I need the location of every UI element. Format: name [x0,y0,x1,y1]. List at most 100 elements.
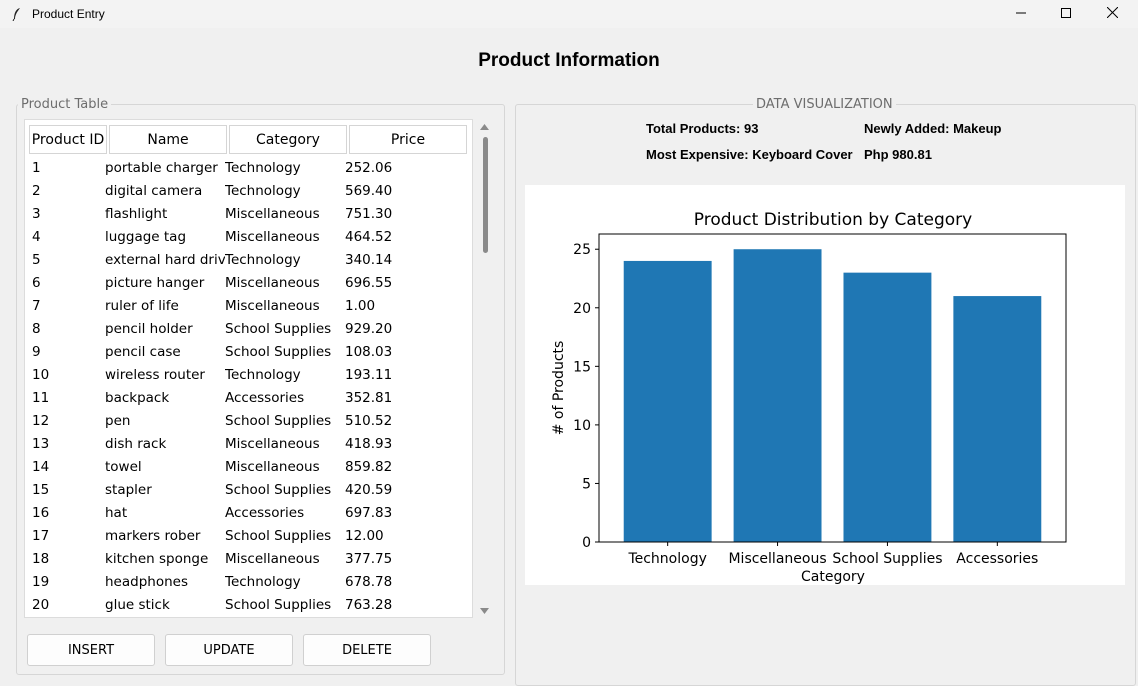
cell-name: markers rober [105,527,201,544]
column-header-product-id[interactable]: Product ID [29,125,107,154]
chart-title: Product Distribution by Category [694,210,972,230]
cell-product-id: 3 [32,205,41,222]
close-button[interactable] [1089,0,1135,28]
data-visualization-frame: DATA VISUALIZATION Total Products: 93 Ne… [515,97,1136,686]
cell-price: 859.82 [345,458,393,475]
cell-price: 193.11 [345,366,393,383]
cell-name: luggage tag [105,228,187,245]
table-row[interactable]: 17 markers rober School Supplies 12.00 [25,524,472,547]
minimize-button[interactable] [998,0,1044,28]
cell-name: digital camera [105,182,203,199]
insert-button[interactable]: INSERT [27,634,155,666]
cell-product-id: 18 [32,550,50,567]
table-row[interactable]: 19 headphones Technology 678.78 [25,570,472,593]
cell-product-id: 13 [32,435,50,452]
table-row[interactable]: 14 towel Miscellaneous 859.82 [25,455,472,478]
cell-name: picture hanger [105,274,205,291]
cell-name: kitchen sponge [105,550,209,567]
cell-category: Accessories [225,504,305,521]
cell-name: pencil holder [105,320,193,337]
cell-price: 678.78 [345,573,393,590]
cell-name: pen [105,412,131,429]
column-header-name[interactable]: Name [109,125,227,154]
cell-category: Miscellaneous [225,274,320,291]
scroll-up-arrow-icon[interactable] [479,121,490,132]
cell-price: 377.75 [345,550,393,567]
scrollbar-thumb[interactable] [483,137,488,253]
table-row[interactable]: 20 glue stick School Supplies 763.28 [25,593,472,616]
y-tick-label: 15 [573,359,591,375]
cell-category: Miscellaneous [225,435,320,452]
cell-name: wireless router [105,366,205,383]
table-row[interactable]: 1 portable charger Technology 252.06 [25,156,472,179]
cell-category: Technology [225,573,301,590]
page-title: Product Information [478,50,660,71]
cell-price: 12.00 [345,527,384,544]
x-tick-label: Technology [627,551,706,567]
table-row[interactable]: 15 stapler School Supplies 420.59 [25,478,472,501]
table-row[interactable]: 7 ruler of life Miscellaneous 1.00 [25,294,472,317]
table-row[interactable]: 9 pencil case School Supplies 108.03 [25,340,472,363]
table-row[interactable]: 12 pen School Supplies 510.52 [25,409,472,432]
cell-name: towel [105,458,142,475]
cell-name: dish rack [105,435,167,452]
column-header-category[interactable]: Category [229,125,347,154]
cell-product-id: 9 [32,343,41,360]
maximize-icon [1061,7,1071,22]
most-expensive-price: Php 980.81 [864,147,932,162]
delete-button[interactable]: DELETE [303,634,431,666]
table-row[interactable]: 4 luggage tag Miscellaneous 464.52 [25,225,472,248]
table-row[interactable]: 8 pencil holder School Supplies 929.20 [25,317,472,340]
column-header-price[interactable]: Price [349,125,467,154]
table-row[interactable]: 2 digital camera Technology 569.40 [25,179,472,202]
cell-price: 510.52 [345,412,393,429]
window-client: Product Information Product Table Produc… [1,28,1137,686]
cell-price: 352.81 [345,389,393,406]
cell-product-id: 20 [32,596,50,613]
cell-category: Miscellaneous [225,205,320,222]
cell-category: Accessories [225,389,305,406]
total-products-label: Total Products: 93 [646,121,759,136]
feather-icon [10,7,24,21]
table-row[interactable]: 3 flashlight Miscellaneous 751.30 [25,202,472,225]
scroll-down-arrow-icon[interactable] [479,605,490,616]
y-tick-label: 5 [582,476,591,492]
table-row[interactable]: 5 external hard drive Technology 340.14 [25,248,472,271]
cell-name: hat [105,504,128,521]
table-row[interactable]: 18 kitchen sponge Miscellaneous 377.75 [25,547,472,570]
table-row[interactable]: 16 hat Accessories 697.83 [25,501,472,524]
minimize-icon [1016,7,1026,22]
cell-name: portable charger [105,159,218,176]
cell-category: School Supplies [225,596,332,613]
table-row[interactable]: 10 wireless router Technology 193.11 [25,363,472,386]
cell-product-id: 7 [32,297,41,314]
product-table[interactable]: Product ID Name Category Price 1 portable… [24,119,473,618]
cell-price: 108.03 [345,343,393,360]
cell-price: 751.30 [345,205,393,222]
cell-category: Miscellaneous [225,228,320,245]
cell-product-id: 17 [32,527,50,544]
table-scrollbar[interactable] [478,119,491,618]
cell-price: 464.52 [345,228,393,245]
x-axis-label: Category [801,569,865,585]
newly-added-label: Newly Added: Makeup [864,121,1002,136]
cell-price: 697.83 [345,504,393,521]
category-bar-chart: Product Distribution by Category 0 5 10 15 2… [525,185,1125,585]
x-tick-label: Accessories [956,551,1038,567]
table-row[interactable]: 13 dish rack Miscellaneous 418.93 [25,432,472,455]
cell-price: 1.00 [345,297,376,314]
table-row[interactable]: 11 backpack Accessories 352.81 [25,386,472,409]
table-row[interactable]: 6 picture hanger Miscellaneous 696.55 [25,271,472,294]
cell-product-id: 11 [32,389,50,406]
cell-price: 340.14 [345,251,393,268]
bar-technology [623,260,712,542]
update-button[interactable]: UPDATE [165,634,293,666]
cell-category: School Supplies [225,343,332,360]
x-tick-label: School Supplies [832,551,942,567]
y-tick-label: 0 [582,535,591,551]
cell-category: Miscellaneous [225,458,320,475]
cell-product-id: 8 [32,320,41,337]
maximize-button[interactable] [1043,0,1089,28]
cell-price: 929.20 [345,320,393,337]
most-expensive-label: Most Expensive: Keyboard Cover [646,147,853,162]
